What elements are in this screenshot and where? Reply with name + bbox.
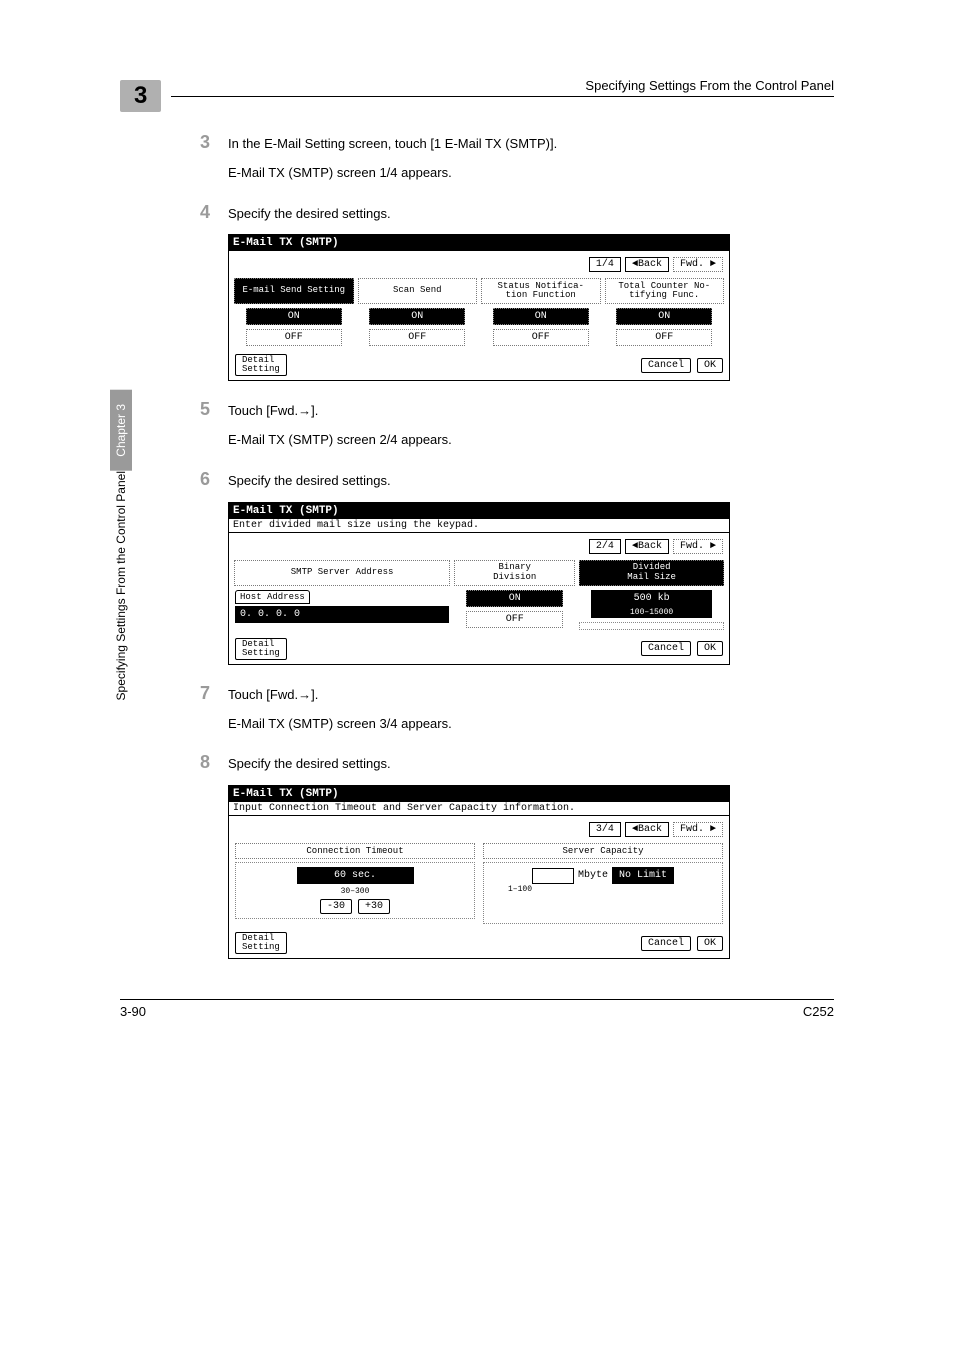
on-button[interactable]: ON	[246, 308, 342, 325]
step-text: In the E-Mail Setting screen, touch [1 E…	[228, 132, 557, 155]
col-header[interactable]: Status Notifica- tion Function	[481, 278, 601, 304]
off-button[interactable]: OFF	[466, 611, 563, 628]
page-footer: 3-90 C252	[120, 999, 834, 1019]
on-button[interactable]: ON	[616, 308, 712, 325]
detail-setting-button[interactable]: Detail Setting	[235, 638, 287, 660]
spacer	[579, 622, 724, 630]
side-caption: Specifying Settings From the Control Pan…	[114, 471, 128, 716]
on-button[interactable]: ON	[466, 590, 563, 607]
step-text: Specify the desired settings.	[228, 469, 391, 492]
detail-setting-button[interactable]: Detail Setting	[235, 932, 287, 954]
step-7-sub: E-Mail TX (SMTP) screen 3/4 appears.	[228, 714, 834, 735]
mail-size-value: 500 kb	[591, 590, 712, 607]
detail-setting-button[interactable]: Detail Setting	[235, 354, 287, 376]
off-button[interactable]: OFF	[246, 329, 342, 346]
lcd-subtitle: Enter divided mail size using the keypad…	[229, 519, 729, 533]
step-7: 7 Touch [Fwd.→].	[200, 683, 834, 706]
col-header: Binary Division	[454, 560, 575, 586]
step-5-sub: E-Mail TX (SMTP) screen 2/4 appears.	[228, 430, 834, 451]
step-text: Specify the desired settings.	[228, 202, 391, 225]
lcd-screen-2: E-Mail TX (SMTP) Enter divided mail size…	[228, 502, 730, 665]
lcd-subtitle: Input Connection Timeout and Server Capa…	[229, 802, 729, 816]
step-number: 3	[200, 132, 228, 155]
lcd-title: E-Mail TX (SMTP)	[229, 235, 729, 251]
step-8: 8 Specify the desired settings.	[200, 752, 834, 775]
col-header[interactable]: Scan Send	[358, 278, 478, 304]
off-button[interactable]: OFF	[369, 329, 465, 346]
mbyte-label: Mbyte	[578, 870, 608, 881]
on-button[interactable]: ON	[369, 308, 465, 325]
col-header: Connection Timeout	[235, 843, 475, 859]
side-tab: Chapter 3 Specifying Settings From the C…	[110, 390, 132, 716]
back-button[interactable]: ◄Back	[625, 257, 669, 272]
fwd-button[interactable]: Fwd. ►	[673, 822, 723, 837]
page-indicator: 1/4	[589, 257, 621, 272]
col-header[interactable]: Total Counter No- tifying Func.	[605, 278, 725, 304]
step-number: 5	[200, 399, 228, 422]
ok-button[interactable]: OK	[697, 358, 723, 373]
step-6: 6 Specify the desired settings.	[200, 469, 834, 492]
col-header[interactable]: Divided Mail Size	[579, 560, 724, 586]
col-header: SMTP Server Address	[234, 560, 450, 586]
step-number: 6	[200, 469, 228, 492]
capacity-value-field[interactable]	[532, 868, 574, 884]
page-number: 3-90	[120, 1004, 146, 1019]
step-4: 4 Specify the desired settings.	[200, 202, 834, 225]
lcd-screen-3: E-Mail TX (SMTP) Input Connection Timeou…	[228, 785, 730, 959]
step-number: 7	[200, 683, 228, 706]
off-button[interactable]: OFF	[493, 329, 589, 346]
step-text: Touch [Fwd.→].	[228, 399, 318, 422]
step-3-sub: E-Mail TX (SMTP) screen 1/4 appears.	[228, 163, 834, 184]
host-address-tab[interactable]: Host Address	[235, 590, 310, 604]
back-button[interactable]: ◄Back	[625, 539, 669, 554]
lcd-title: E-Mail TX (SMTP)	[229, 786, 729, 802]
col-header: Server Capacity	[483, 843, 723, 859]
timeout-range: 30–300	[341, 886, 370, 897]
back-button[interactable]: ◄Back	[625, 822, 669, 837]
cancel-button[interactable]: Cancel	[641, 358, 691, 373]
side-chapter-label: Chapter 3	[110, 390, 132, 471]
page-header: 3 Specifying Settings From the Control P…	[120, 80, 834, 112]
section-title: Specifying Settings From the Control Pan…	[585, 78, 834, 93]
cancel-button[interactable]: Cancel	[641, 641, 691, 656]
step-5: 5 Touch [Fwd.→].	[200, 399, 834, 422]
ok-button[interactable]: OK	[697, 641, 723, 656]
capacity-range: 1–100	[508, 884, 718, 895]
page-indicator: 2/4	[589, 539, 621, 554]
mail-size-range: 100–15000	[591, 607, 712, 618]
lcd-title: E-Mail TX (SMTP)	[229, 503, 729, 519]
col-header[interactable]: E-mail Send Setting	[234, 278, 354, 304]
ok-button[interactable]: OK	[697, 936, 723, 951]
step-number: 4	[200, 202, 228, 225]
timeout-value: 60 sec.	[297, 867, 414, 884]
page-indicator: 3/4	[589, 822, 621, 837]
doc-id: C252	[803, 1004, 834, 1019]
off-button[interactable]: OFF	[616, 329, 712, 346]
chapter-badge: 3	[120, 80, 161, 112]
step-text: Specify the desired settings.	[228, 752, 391, 775]
host-address-value[interactable]: 0. 0. 0. 0	[235, 606, 449, 623]
step-3: 3 In the E-Mail Setting screen, touch [1…	[200, 132, 834, 155]
step-text: Touch [Fwd.→].	[228, 683, 318, 706]
on-button[interactable]: ON	[493, 308, 589, 325]
plus-button[interactable]: +30	[358, 899, 390, 914]
step-number: 8	[200, 752, 228, 775]
lcd-screen-1: E-Mail TX (SMTP) 1/4 ◄Back Fwd. ► E-mail…	[228, 234, 730, 381]
no-limit-button[interactable]: No Limit	[612, 867, 674, 884]
fwd-button[interactable]: Fwd. ►	[673, 257, 723, 272]
cancel-button[interactable]: Cancel	[641, 936, 691, 951]
fwd-button[interactable]: Fwd. ►	[673, 539, 723, 554]
minus-button[interactable]: -30	[320, 899, 352, 914]
